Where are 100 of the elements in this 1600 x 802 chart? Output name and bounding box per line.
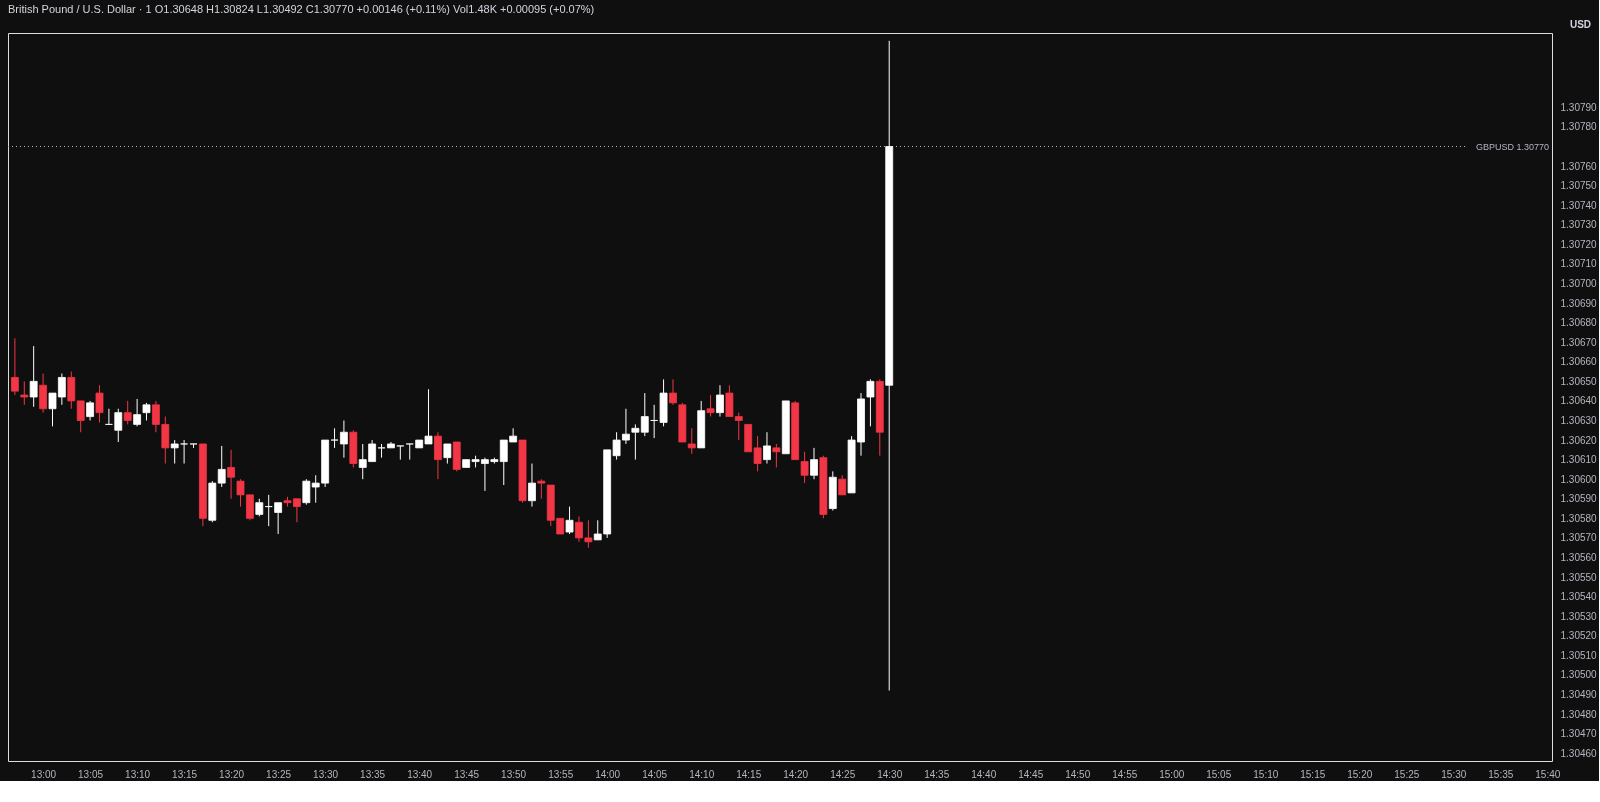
- candlestick: [781, 400, 790, 455]
- y-tick-label: 1.30470: [1560, 728, 1598, 740]
- candlestick: [706, 394, 715, 418]
- candlestick: [810, 447, 818, 480]
- y-tick-label: 1.30700: [1560, 277, 1598, 289]
- x-tick-label: 15:15: [1300, 768, 1326, 780]
- candlestick: [763, 431, 771, 465]
- x-tick-label: 13:40: [407, 768, 433, 780]
- candlestick: [716, 384, 724, 418]
- x-tick-label: 13:50: [501, 768, 527, 780]
- candlestick: [866, 378, 875, 427]
- candlestick: [29, 345, 38, 408]
- candlestick: [86, 400, 94, 421]
- y-tick-label: 1.30780: [1560, 121, 1598, 133]
- x-tick-label: 14:25: [830, 768, 856, 780]
- candlestick: [10, 337, 19, 396]
- candlestick: [274, 502, 283, 535]
- y-tick-label: 1.30710: [1560, 258, 1598, 270]
- chart-title: British Pound / U.S. Dollar · 1 O1.30648 H1.30824 L1.30492 C1.30770 +0.00146 (+0.11%) Vol1.48K +0.00095 (+0.07%): [8, 3, 595, 15]
- y-tick-label: 1.30580: [1560, 512, 1598, 524]
- x-tick-label: 13:30: [313, 768, 339, 780]
- y-tick-label: 1.30480: [1560, 708, 1598, 720]
- y-tick-label: 1.30530: [1560, 610, 1598, 622]
- candlestick: [387, 441, 395, 449]
- candlestick: [838, 474, 847, 496]
- x-tick-label: 15:05: [1206, 768, 1232, 780]
- x-tick-label: 14:05: [642, 768, 668, 780]
- candlestick: [697, 400, 706, 449]
- y-tick-label: 1.30680: [1560, 317, 1598, 329]
- candlestick: [885, 40, 894, 692]
- x-tick-label: 13:25: [266, 768, 292, 780]
- y-tick-label: 1.30640: [1560, 395, 1598, 407]
- candlestick: [396, 445, 405, 461]
- x-tick-label: 14:10: [689, 768, 715, 780]
- x-tick-label: 14:00: [595, 768, 621, 780]
- x-tick-label: 13:35: [360, 768, 386, 780]
- y-tick-label: 1.30720: [1560, 238, 1598, 250]
- x-tick-label: 14:35: [924, 768, 950, 780]
- x-tick-label: 13:05: [78, 768, 104, 780]
- ref-line-label: GBPUSD 1.30770: [1475, 141, 1549, 152]
- candlestick: [133, 398, 142, 427]
- y-tick-label: 1.30550: [1560, 571, 1598, 583]
- candlestick: [39, 373, 47, 414]
- x-tick-label: 14:45: [1018, 768, 1044, 780]
- x-tick-label: 15:00: [1159, 768, 1185, 780]
- candlestick: [302, 478, 311, 506]
- candlestick: [875, 378, 884, 457]
- y-tick-label: 1.30600: [1560, 473, 1598, 485]
- y-tick-label: 1.30650: [1560, 375, 1598, 387]
- y-tick-label: 1.30570: [1560, 532, 1598, 544]
- y-tick-label: 1.30520: [1560, 630, 1598, 642]
- y-tick-label: 1.30490: [1560, 688, 1598, 700]
- x-tick-label: 15:35: [1488, 768, 1514, 780]
- candlestick: [405, 443, 414, 461]
- y-tick-label: 1.30460: [1560, 747, 1598, 759]
- x-tick-label: 14:30: [877, 768, 903, 780]
- y-tick-label: 1.30500: [1560, 669, 1598, 681]
- y-tick-label: 1.30760: [1560, 160, 1598, 172]
- x-tick-label: 14:20: [783, 768, 809, 780]
- candlestick: [76, 400, 85, 433]
- x-tick-label: 13:20: [219, 768, 245, 780]
- y-tick-label: 1.30590: [1560, 493, 1598, 505]
- candlestick: [340, 419, 348, 459]
- x-tick-label: 14:55: [1112, 768, 1138, 780]
- candlestick: [198, 443, 207, 527]
- candlestick: [180, 439, 189, 465]
- y-tick-label: 1.30660: [1560, 356, 1598, 368]
- y-tick-label: 1.30630: [1560, 414, 1598, 426]
- x-tick-label: 15:25: [1394, 768, 1420, 780]
- y-tick-label: 1.30610: [1560, 454, 1598, 466]
- y-tick-label: 1.30540: [1560, 591, 1598, 603]
- x-tick-label: 13:15: [172, 768, 198, 780]
- y-tick-label: 1.30620: [1560, 434, 1598, 446]
- x-tick-label: 15:10: [1253, 768, 1279, 780]
- candlestick: [443, 443, 452, 465]
- x-tick-label: 14:40: [971, 768, 997, 780]
- y-axis-title: USD: [1569, 18, 1592, 30]
- candlestick: [434, 431, 442, 480]
- y-tick-label: 1.30750: [1560, 180, 1598, 192]
- x-tick-label: 13:10: [125, 768, 151, 780]
- y-tick-label: 1.30790: [1560, 101, 1598, 113]
- y-tick-label: 1.30730: [1560, 219, 1598, 231]
- x-tick-label: 13:55: [548, 768, 574, 780]
- candlestick: [669, 378, 677, 406]
- x-tick-label: 14:50: [1065, 768, 1091, 780]
- candlestick: [537, 478, 546, 500]
- x-tick-label: 13:45: [454, 768, 480, 780]
- x-tick-label: 15:20: [1347, 768, 1373, 780]
- candlestick: [227, 449, 235, 500]
- x-tick-label: 15:40: [1535, 768, 1561, 780]
- y-tick-label: 1.30510: [1560, 649, 1598, 661]
- x-tick-label: 15:30: [1441, 768, 1467, 780]
- x-tick-label: 13:00: [31, 768, 57, 780]
- y-tick-label: 1.30740: [1560, 199, 1598, 211]
- candlestick: [518, 439, 527, 504]
- x-tick-label: 14:15: [736, 768, 762, 780]
- candlestick: [528, 463, 536, 508]
- y-tick-label: 1.30670: [1560, 336, 1598, 348]
- candlestick: [828, 470, 837, 512]
- y-tick-label: 1.30560: [1560, 551, 1598, 563]
